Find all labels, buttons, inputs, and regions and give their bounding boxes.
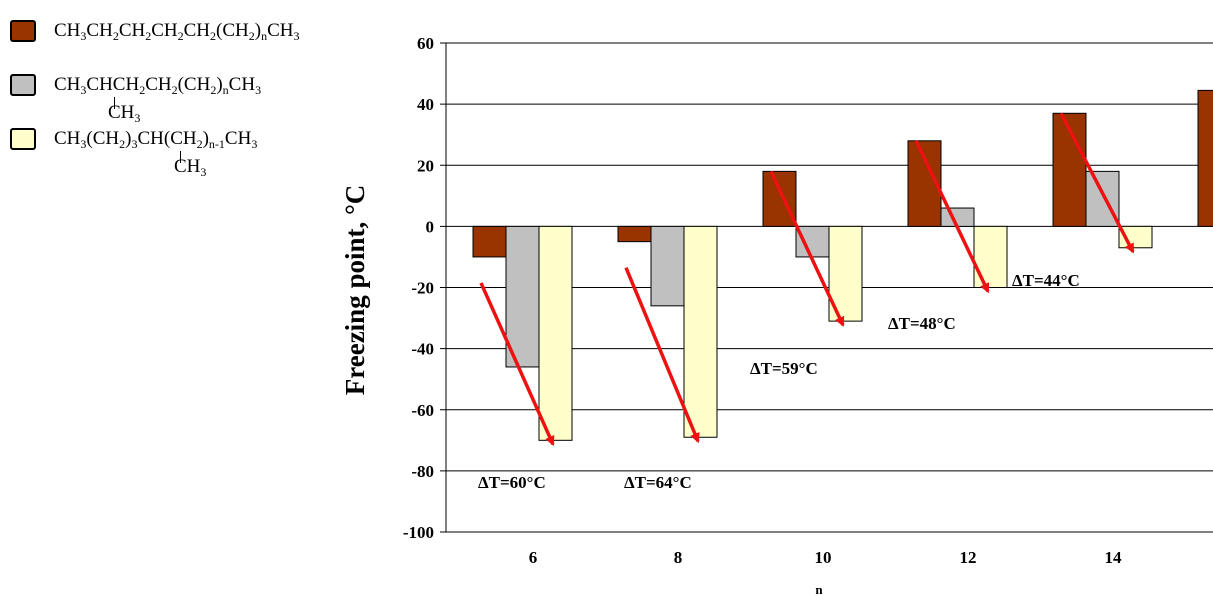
bar <box>650 225 685 307</box>
bar <box>683 225 718 438</box>
x-tick-label: 14 <box>1105 548 1123 567</box>
legend-item-2-methyl: CH3CHCH2CH2(CH2)nCH3 CH3 <box>10 68 410 125</box>
legend-swatch-5-methyl <box>10 128 36 150</box>
bar <box>617 225 652 243</box>
x-tick-label: 10 <box>815 548 832 567</box>
x-tick-label: 6 <box>529 548 538 567</box>
bar <box>538 225 573 441</box>
delta-arrow <box>479 282 555 447</box>
legend-item-linear: CH3CH2CH2CH2CH2(CH2)nCH3 <box>10 14 410 50</box>
bar <box>505 225 540 368</box>
delta-label: ΔT=48°C <box>888 314 956 333</box>
y-tick-label: 60 <box>417 34 434 53</box>
x-axis-title: n <box>815 582 823 596</box>
delta-label: ΔT=64°C <box>624 473 692 492</box>
legend-formula-linear: CH3CH2CH2CH2CH2(CH2)nCH3 <box>54 20 300 43</box>
delta-label: ΔT=60°C <box>478 473 546 492</box>
legend-item-5-methyl: CH3(CH2)3CH(CH2)n-1CH3 CH3 <box>10 122 410 179</box>
y-tick-label: 40 <box>417 95 434 114</box>
delta-arrow <box>624 266 700 444</box>
bar <box>1197 89 1213 227</box>
y-tick-label: -80 <box>411 462 434 481</box>
bar <box>762 170 797 227</box>
legend-formula-2-methyl: CH3CHCH2CH2(CH2)nCH3 <box>54 74 262 97</box>
x-tick-label: 8 <box>674 548 683 567</box>
bar <box>795 225 830 258</box>
bar <box>472 225 507 258</box>
branch-bond-2-methyl <box>114 97 115 109</box>
bar <box>973 225 1008 288</box>
legend-swatch-2-methyl <box>10 74 36 96</box>
y-tick-label: 20 <box>417 156 434 175</box>
delta-label: ΔT=44°C <box>1012 271 1080 290</box>
legend: CH3CH2CH2CH2CH2(CH2)nCH3 CH3CHCH2CH2(CH2… <box>10 14 410 179</box>
y-tick-label: -100 <box>403 523 434 542</box>
legend-formula-5-methyl: CH3(CH2)3CH(CH2)n-1CH3 <box>54 128 258 151</box>
y-tick-label: -60 <box>411 401 434 420</box>
legend-branch-2-methyl: CH3 <box>108 102 141 125</box>
y-tick-label: -40 <box>411 340 434 359</box>
y-axis-title: Freezing point, °C <box>340 185 370 396</box>
x-tick-label: 12 <box>960 548 977 567</box>
delta-arrow <box>914 140 990 294</box>
delta-arrow <box>1059 112 1135 254</box>
y-tick-label: 0 <box>426 217 435 236</box>
delta-arrow <box>769 170 845 327</box>
delta-label: ΔT=59°C <box>750 359 818 378</box>
legend-branch-5-methyl: CH3 <box>174 156 207 179</box>
legend-swatch-linear <box>10 20 36 42</box>
y-tick-label: -20 <box>411 279 434 298</box>
branch-bond-5-methyl <box>180 151 181 163</box>
